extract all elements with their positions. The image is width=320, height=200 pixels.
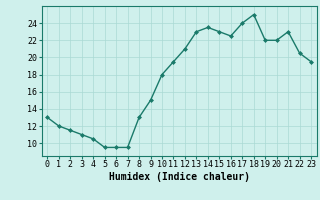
X-axis label: Humidex (Indice chaleur): Humidex (Indice chaleur): [109, 172, 250, 182]
